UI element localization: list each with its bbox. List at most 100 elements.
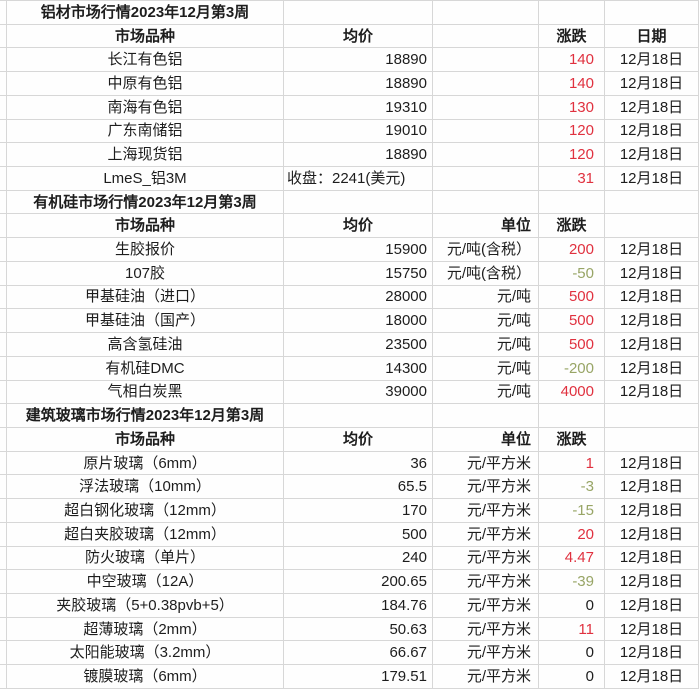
cell-product[interactable]: 广东南储铝: [7, 119, 284, 144]
cell-change[interactable]: 0: [539, 641, 605, 666]
cell-empty[interactable]: [539, 1, 605, 25]
cell-change[interactable]: 4.47: [539, 546, 605, 571]
cell-date[interactable]: 12月18日: [605, 380, 699, 405]
cell-change[interactable]: 140: [539, 72, 605, 96]
cell-unit[interactable]: 元/吨: [433, 285, 539, 310]
cell-margin[interactable]: [0, 261, 7, 286]
cell-change[interactable]: 120: [539, 119, 605, 144]
cell-margin[interactable]: [0, 665, 7, 689]
cell-product[interactable]: 甲基硅油（国产）: [7, 309, 284, 334]
cell-unit[interactable]: [433, 48, 539, 73]
cell-product[interactable]: 原片玻璃（6mm）: [7, 451, 284, 476]
cell-margin[interactable]: [0, 380, 7, 405]
cell-change[interactable]: 140: [539, 48, 605, 73]
cell-change[interactable]: 200: [539, 238, 605, 262]
cell-price[interactable]: 36: [284, 451, 433, 476]
cell-product[interactable]: 防火玻璃（单片）: [7, 546, 284, 571]
cell-margin[interactable]: [0, 1, 7, 25]
cell-price[interactable]: 179.51: [284, 665, 433, 689]
cell-change[interactable]: 500: [539, 309, 605, 334]
cell-margin[interactable]: [0, 499, 7, 523]
column-header-unit[interactable]: [433, 24, 539, 49]
column-header-product[interactable]: 市场品种: [7, 427, 284, 452]
cell-change[interactable]: 1: [539, 451, 605, 476]
cell-margin[interactable]: [0, 475, 7, 500]
cell-change[interactable]: -15: [539, 499, 605, 523]
cell-product[interactable]: 上海现货铝: [7, 143, 284, 168]
cell-product[interactable]: 生胶报价: [7, 238, 284, 262]
cell-price[interactable]: 240: [284, 546, 433, 571]
cell-date[interactable]: 12月18日: [605, 522, 699, 547]
column-header-change[interactable]: 涨跌: [539, 214, 605, 239]
cell-margin[interactable]: [0, 427, 7, 452]
column-header-unit[interactable]: 单位: [433, 214, 539, 239]
cell-date[interactable]: 12月18日: [605, 546, 699, 571]
cell-date[interactable]: 12月18日: [605, 119, 699, 144]
cell-product[interactable]: 107胶: [7, 261, 284, 286]
cell-price[interactable]: 18890: [284, 72, 433, 96]
cell-change[interactable]: -200: [539, 356, 605, 381]
cell-date[interactable]: 12月18日: [605, 570, 699, 594]
cell-change[interactable]: -3: [539, 475, 605, 500]
cell-unit[interactable]: 元/平方米: [433, 617, 539, 642]
cell-unit[interactable]: 元/平方米: [433, 593, 539, 618]
cell-price[interactable]: 18000: [284, 309, 433, 334]
cell-date[interactable]: 12月18日: [605, 72, 699, 96]
cell-change[interactable]: -50: [539, 261, 605, 286]
column-header-product[interactable]: 市场品种: [7, 24, 284, 49]
cell-price[interactable]: 19010: [284, 119, 433, 144]
cell-price[interactable]: 19310: [284, 95, 433, 120]
section-title[interactable]: 铝材市场行情2023年12月第3周: [7, 1, 284, 25]
cell-empty[interactable]: [605, 404, 699, 428]
cell-date[interactable]: 12月18日: [605, 261, 699, 286]
cell-unit[interactable]: 元/平方米: [433, 546, 539, 571]
cell-empty[interactable]: [284, 404, 433, 428]
cell-price[interactable]: 200.65: [284, 570, 433, 594]
cell-unit[interactable]: 元/吨(含税）: [433, 261, 539, 286]
cell-margin[interactable]: [0, 333, 7, 357]
section-title[interactable]: 建筑玻璃市场行情2023年12月第3周: [7, 404, 284, 428]
cell-margin[interactable]: [0, 617, 7, 642]
cell-date[interactable]: 12月18日: [605, 95, 699, 120]
column-header-price[interactable]: 均价: [284, 24, 433, 49]
cell-margin[interactable]: [0, 119, 7, 144]
cell-margin[interactable]: [0, 72, 7, 96]
cell-unit[interactable]: 元/吨(含税）: [433, 238, 539, 262]
cell-margin[interactable]: [0, 285, 7, 310]
cell-margin[interactable]: [0, 48, 7, 73]
cell-product[interactable]: 夹胶玻璃（5+0.38pvb+5）: [7, 593, 284, 618]
cell-change[interactable]: 20: [539, 522, 605, 547]
column-header-date[interactable]: [605, 427, 699, 452]
cell-product[interactable]: 中原有色铝: [7, 72, 284, 96]
cell-date[interactable]: 12月18日: [605, 285, 699, 310]
cell-price[interactable]: 170: [284, 499, 433, 523]
cell-margin[interactable]: [0, 143, 7, 168]
cell-margin[interactable]: [0, 404, 7, 428]
cell-price[interactable]: 39000: [284, 380, 433, 405]
cell-margin[interactable]: [0, 238, 7, 262]
cell-empty[interactable]: [433, 404, 539, 428]
cell-price[interactable]: 18890: [284, 48, 433, 73]
cell-date[interactable]: 12月18日: [605, 333, 699, 357]
cell-date[interactable]: 12月18日: [605, 167, 699, 191]
cell-empty[interactable]: [284, 1, 433, 25]
cell-product[interactable]: 超白钢化玻璃（12mm）: [7, 499, 284, 523]
cell-empty[interactable]: [433, 1, 539, 25]
column-header-price[interactable]: 均价: [284, 427, 433, 452]
cell-change[interactable]: 130: [539, 95, 605, 120]
cell-empty[interactable]: [539, 190, 605, 215]
cell-date[interactable]: 12月18日: [605, 143, 699, 168]
cell-unit[interactable]: [433, 119, 539, 144]
cell-unit[interactable]: 元/平方米: [433, 475, 539, 500]
cell-product[interactable]: 镀膜玻璃（6mm）: [7, 665, 284, 689]
cell-unit[interactable]: [433, 167, 539, 191]
cell-date[interactable]: 12月18日: [605, 238, 699, 262]
cell-date[interactable]: 12月18日: [605, 593, 699, 618]
cell-product[interactable]: 有机硅DMC: [7, 356, 284, 381]
cell-margin[interactable]: [0, 593, 7, 618]
cell-price[interactable]: 50.63: [284, 617, 433, 642]
column-header-unit[interactable]: 单位: [433, 427, 539, 452]
cell-product[interactable]: LmeS_铝3M: [7, 167, 284, 191]
cell-change[interactable]: -39: [539, 570, 605, 594]
cell-margin[interactable]: [0, 167, 7, 191]
